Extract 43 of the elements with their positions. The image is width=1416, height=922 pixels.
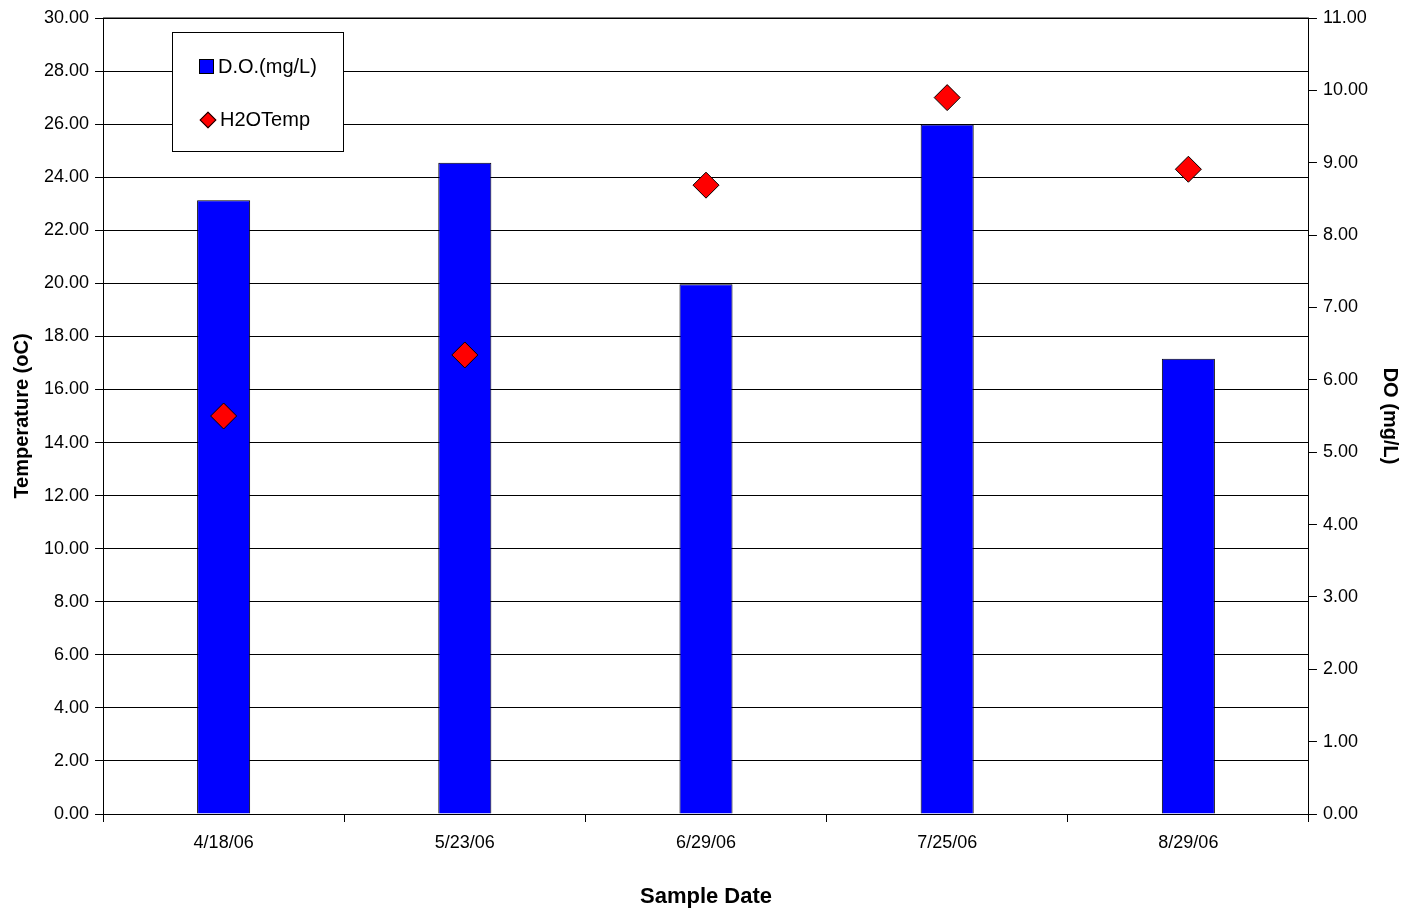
point [692,171,720,199]
legend-label: H2OTemp [220,108,311,131]
y-tick-label: 24.00 [44,166,90,187]
y2-tick-label: 10.00 [1322,79,1368,100]
y-tick-label: 14.00 [44,431,90,452]
x-tick-label: 6/29/06 [675,831,737,852]
y-tick-label: 30.00 [44,6,90,27]
y2-tick-label: 5.00 [1322,441,1358,462]
y-tick-label: 10.00 [44,537,90,558]
y-axis-title: Temperature (oC) [9,333,32,499]
point [451,341,479,369]
x-tick-label: 7/25/06 [917,831,978,852]
x-tick-label: 8/29/06 [1158,831,1219,852]
point [933,84,961,112]
y-tick-label: 18.00 [44,325,90,346]
y-tick-label: 26.00 [44,113,90,134]
y2-tick-label: 1.00 [1322,730,1358,751]
y2-axis-title: DO (mg/L) [1380,367,1403,465]
x-tick-label: 4/18/06 [193,831,254,852]
legend-label: D.O.(mg/L) [218,55,317,78]
y2-tick-label: 4.00 [1322,513,1358,534]
y2-tick-label: 11.00 [1322,6,1367,27]
y2-tick-label: 0.00 [1322,802,1358,823]
y-tick-label: 16.00 [44,378,90,399]
y-tick-label: 20.00 [44,272,90,293]
point [1174,155,1202,183]
y-tick-label: 8.00 [54,590,90,611]
y-tick-label: 0.00 [54,802,90,823]
y-tick-label: 12.00 [44,484,90,505]
point [210,402,238,430]
y-tick-label: 28.00 [44,60,90,81]
x-axis-title: Sample Date [639,882,773,908]
y2-tick-label: 9.00 [1322,151,1358,172]
y-tick-label: 4.00 [54,696,90,717]
y2-tick-label: 6.00 [1322,368,1358,389]
y-tick-label: 6.00 [54,643,90,664]
y2-tick-label: 2.00 [1322,658,1358,679]
y2-tick-label: 8.00 [1322,224,1358,245]
y-tick-label: 2.00 [54,749,90,770]
y2-tick-label: 7.00 [1322,296,1358,317]
y2-tick-label: 3.00 [1322,585,1358,606]
x-tick-label: 5/23/06 [434,831,495,852]
y-tick-label: 22.00 [44,219,90,240]
